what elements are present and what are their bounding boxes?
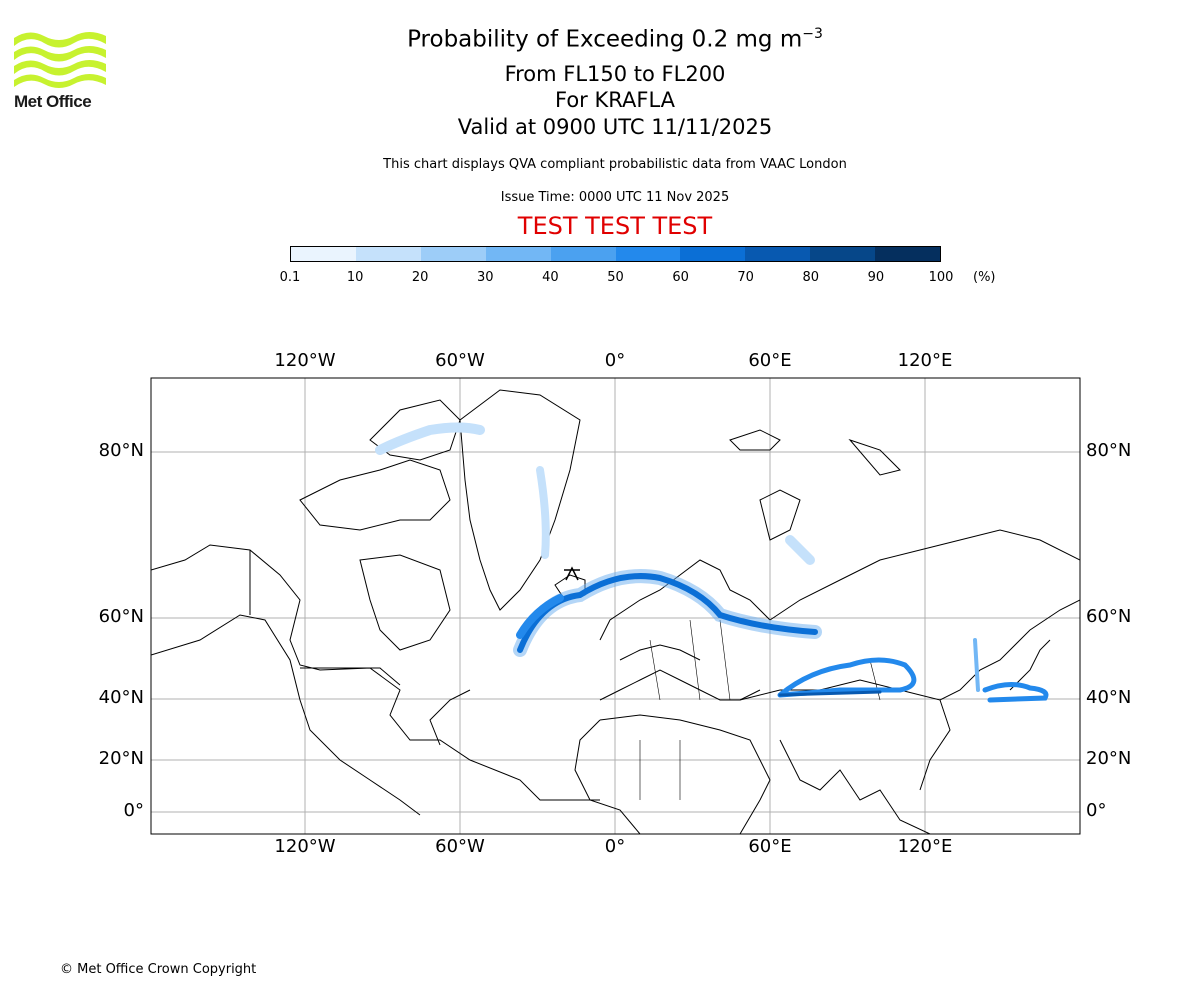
- colorbar-segment: [680, 247, 746, 261]
- top-longitude-label: 0°: [604, 350, 626, 371]
- copyright: © Met Office Crown Copyright: [60, 962, 257, 977]
- bottom-longitude-label: 60°W: [435, 836, 485, 857]
- right-latitude-label: 20°N: [1086, 748, 1132, 769]
- colorbar-tick-label: 40: [542, 270, 559, 285]
- colorbar-tick-label: 70: [737, 270, 754, 285]
- right-latitude-label: 80°N: [1086, 440, 1132, 461]
- map-frame: [150, 377, 1081, 835]
- bottom-longitude-label: 120°E: [897, 836, 953, 857]
- right-latitude-label: 0°: [1086, 800, 1107, 821]
- top-longitude-label: 120°W: [274, 350, 336, 371]
- colorbar-tick-label: 80: [802, 270, 820, 285]
- colorbar-segment: [355, 247, 421, 261]
- valid-time: Valid at 0900 UTC 11/11/2025: [457, 115, 773, 139]
- bottom-longitude-label: 0°: [604, 836, 626, 857]
- top-longitude-label: 60°E: [748, 350, 792, 371]
- colorbar-segment: [745, 247, 811, 261]
- left-latitude-label: 20°N: [98, 748, 144, 769]
- colorbar-tick-label: 60: [672, 270, 689, 285]
- volcano-name: For KRAFLA: [555, 88, 675, 112]
- test-banner: TEST TEST TEST: [517, 212, 713, 240]
- met-office-logo: Met Office: [14, 30, 109, 111]
- left-latitude-label: 80°N: [98, 440, 144, 461]
- flight-levels: From FL150 to FL200: [504, 62, 726, 86]
- right-latitude-label: 60°N: [1086, 606, 1132, 627]
- colorbar-segment: [420, 247, 486, 261]
- colorbar-tick-label: 10: [346, 270, 364, 285]
- issue-time: Issue Time: 0000 UTC 11 Nov 2025: [500, 190, 730, 205]
- coastlines: [151, 389, 1080, 834]
- colorbar-tick-label: 90: [867, 270, 885, 285]
- colorbar-tick-label: 100: [928, 270, 954, 285]
- left-latitude-label: 40°N: [98, 687, 144, 708]
- chart-description: This chart displays QVA compliant probab…: [383, 157, 847, 172]
- bottom-longitude-label: 120°W: [274, 836, 336, 857]
- colorbar-tick-label: 50: [607, 270, 624, 285]
- left-latitude-label: 60°N: [98, 606, 144, 627]
- ash-plume: [375, 422, 1049, 703]
- chart-title: Probability of Exceeding 0.2 mg m−3: [407, 26, 823, 53]
- volcano-marker-icon: [564, 566, 580, 581]
- colorbar-tick-label: 30: [477, 270, 494, 285]
- left-latitude-label: 0°: [123, 800, 144, 821]
- colorbar-segment: [291, 247, 356, 261]
- colorbar-tick-label: 0.1: [279, 270, 301, 285]
- colorbar-segment: [615, 247, 681, 261]
- logo-text: Met Office: [14, 92, 92, 111]
- bottom-longitude-label: 60°E: [748, 836, 792, 857]
- top-longitude-label: 120°E: [897, 350, 953, 371]
- logo-waves-icon: [14, 32, 106, 88]
- colorbar-tick-label: 20: [411, 270, 429, 285]
- colorbar-segment: [550, 247, 616, 261]
- right-latitude-label: 40°N: [1086, 687, 1132, 708]
- colorbar-segment: [810, 247, 876, 261]
- colorbar-segment: [485, 247, 551, 261]
- colorbar-unit: (%): [973, 270, 996, 285]
- top-longitude-label: 60°W: [435, 350, 485, 371]
- gridlines: [151, 378, 1080, 834]
- probability-colorbar: [290, 246, 941, 262]
- colorbar-segment: [875, 247, 941, 261]
